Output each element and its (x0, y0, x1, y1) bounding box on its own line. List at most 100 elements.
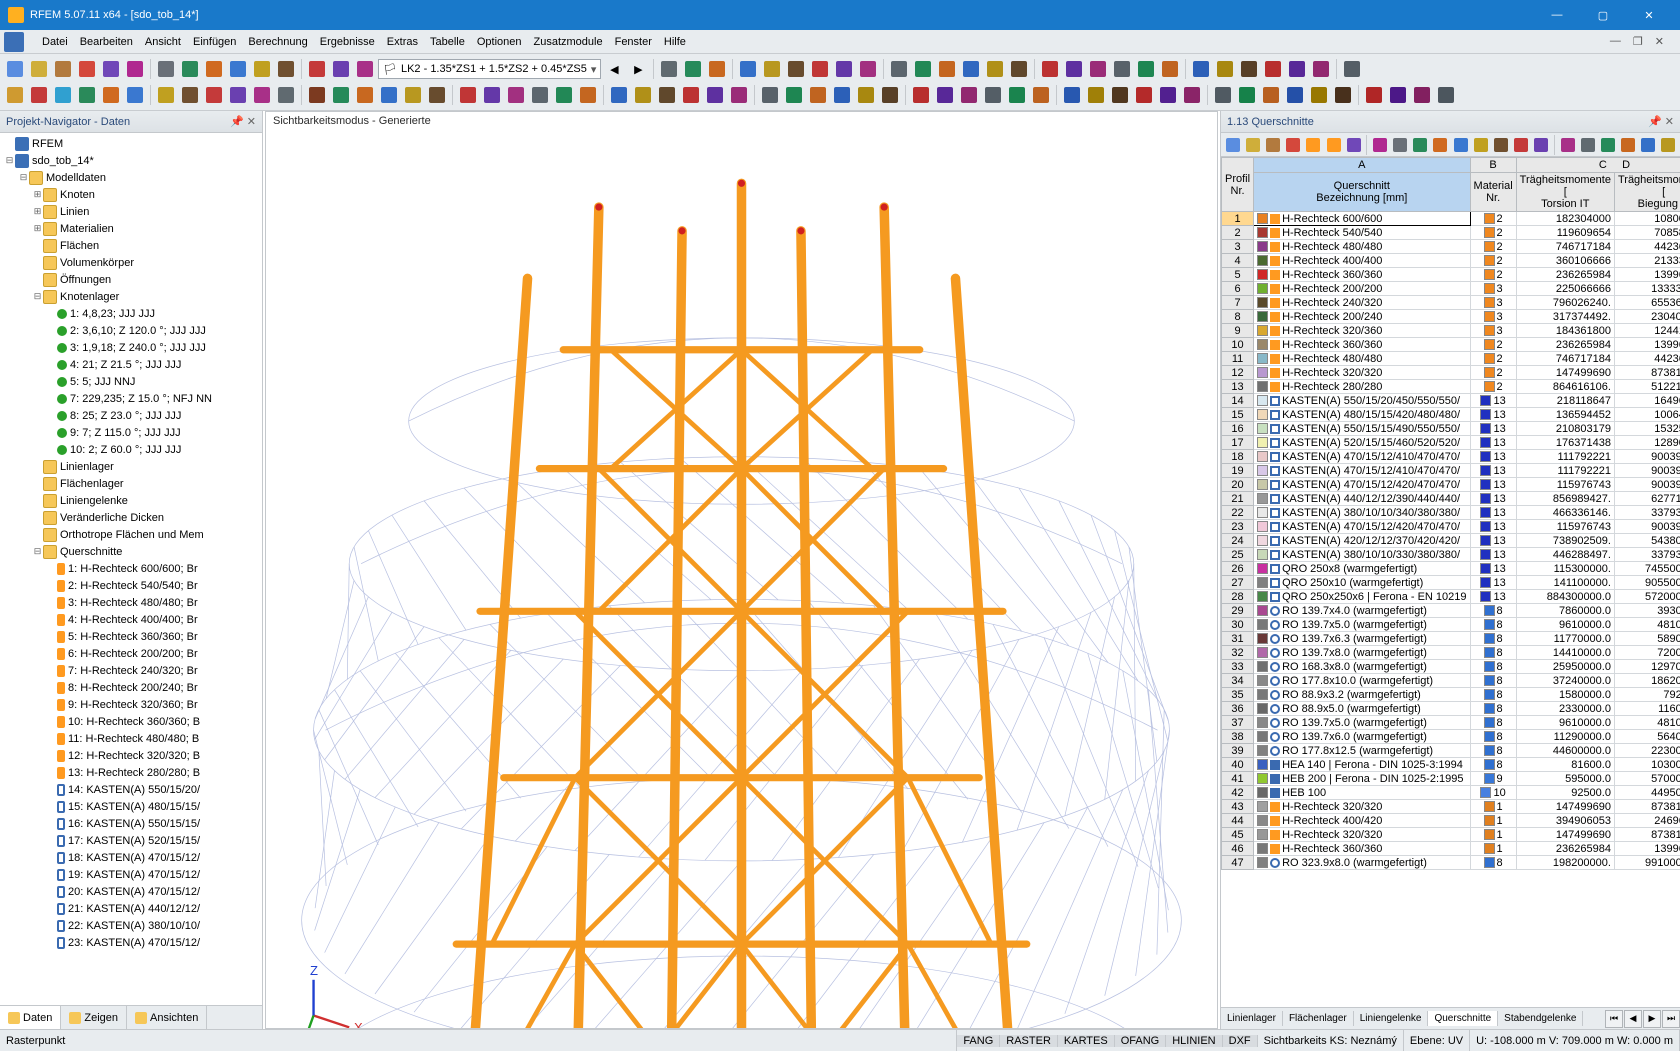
toolbar-button[interactable] (809, 58, 831, 80)
table-row[interactable]: 33RO 168.3x8.0 (warmgefertigt)825950000.… (1222, 660, 1680, 674)
menu-ansicht[interactable]: Ansicht (139, 33, 187, 51)
status-toggle-ofang[interactable]: OFANG (1115, 1035, 1167, 1047)
toolbar-button[interactable] (1190, 58, 1212, 80)
toolbar-button[interactable] (4, 58, 26, 80)
tree-item[interactable]: ⊞Materialien (0, 220, 262, 237)
tree-item[interactable]: 21: KASTEN(A) 440/12/12/ (0, 900, 262, 917)
table-nav-btn[interactable]: ⏭ (1662, 1010, 1680, 1028)
toolbar-button[interactable] (251, 84, 273, 106)
tree-item[interactable]: 23: KASTEN(A) 470/15/12/ (0, 934, 262, 951)
table-tool[interactable] (1243, 135, 1262, 155)
table-row[interactable]: 46H-Rechteck 360/3601236265984139968000 (1222, 842, 1680, 856)
toolbar-button[interactable] (1085, 84, 1107, 106)
tree-item[interactable]: 1: 4,8,23; JJJ JJJ (0, 305, 262, 322)
toolbar-button[interactable] (783, 84, 805, 106)
toolbar-button[interactable] (831, 84, 853, 106)
toolbar-button[interactable] (934, 84, 956, 106)
table-row[interactable]: 14KASTEN(A) 550/15/20/450/550/550/132181… (1222, 394, 1680, 408)
tree-item[interactable]: 4: 21; Z 21.5 °; JJJ JJJ (0, 356, 262, 373)
toolbar-button[interactable] (958, 84, 980, 106)
toolbar-button[interactable] (275, 84, 297, 106)
toolbar-button[interactable] (4, 84, 26, 106)
tree-item[interactable]: 12: H-Rechteck 320/320; B (0, 747, 262, 764)
toolbar-button[interactable] (179, 84, 201, 106)
toolbar-button[interactable] (100, 84, 122, 106)
toolbar-button[interactable] (227, 84, 249, 106)
mdi-minimize[interactable]: — (1604, 35, 1627, 48)
table-tool[interactable] (1451, 135, 1470, 155)
tree-item[interactable]: 10: 2; Z 60.0 °; JJJ JJJ (0, 441, 262, 458)
toolbar-button[interactable] (1181, 84, 1203, 106)
table-row[interactable]: 12H-Rechteck 320/3202147499690873813376. (1222, 366, 1680, 380)
table-row[interactable]: 22KASTEN(A) 380/10/10/340/380/380/134663… (1222, 506, 1680, 520)
table-row[interactable]: 36RO 88.9x5.0 (warmgefertigt)82330000.01… (1222, 702, 1680, 716)
toolbar-button[interactable] (76, 58, 98, 80)
tree-item[interactable]: 11: H-Rechteck 480/480; B (0, 730, 262, 747)
toolbar-button[interactable] (1030, 84, 1052, 106)
toolbar-button[interactable] (1284, 84, 1306, 106)
table-row[interactable]: 24KASTEN(A) 420/12/12/370/420/420/137389… (1222, 534, 1680, 548)
toolbar-button[interactable] (155, 58, 177, 80)
toolbar-button[interactable] (1238, 58, 1260, 80)
toolbar-button[interactable] (912, 58, 934, 80)
toolbar-button[interactable] (28, 58, 50, 80)
toolbar-button[interactable] (658, 58, 680, 80)
table-tab[interactable]: Stabendgelenke (1498, 1011, 1583, 1026)
tree-item[interactable]: 20: KASTEN(A) 470/15/12/ (0, 883, 262, 900)
toolbar-button[interactable] (529, 84, 551, 106)
table-row[interactable]: 35RO 88.9x3.2 (warmgefertigt)81580000.07… (1222, 688, 1680, 702)
toolbar-button[interactable] (632, 84, 654, 106)
status-toggle-raster[interactable]: RASTER (1000, 1035, 1058, 1047)
toolbar-button[interactable] (251, 58, 273, 80)
toolbar-button[interactable] (306, 84, 328, 106)
toolbar-button[interactable] (124, 58, 146, 80)
table-nav-btn[interactable]: ▶ (1643, 1010, 1661, 1028)
table-tool[interactable] (1639, 135, 1658, 155)
toolbar-button[interactable] (1087, 58, 1109, 80)
toolbar-button[interactable] (833, 58, 855, 80)
tree-item[interactable]: Flächenlager (0, 475, 262, 492)
toolbar-button[interactable] (807, 84, 829, 106)
table-row[interactable]: 47RO 323.9x8.0 (warmgefertigt)8198200000… (1222, 856, 1680, 870)
toolbar-button[interactable] (1111, 58, 1133, 80)
nav-tab-zeigen[interactable]: Zeigen (61, 1006, 127, 1029)
table-row[interactable]: 3H-Rechteck 480/4802746717184442368000 (1222, 240, 1680, 254)
status-toggle-kartes[interactable]: KARTES (1058, 1035, 1115, 1047)
toolbar-button[interactable] (52, 58, 74, 80)
toolbar-button[interactable] (1308, 84, 1330, 106)
tree-item[interactable]: Linienlager (0, 458, 262, 475)
table-row[interactable]: 34RO 177.8x10.0 (warmgefertigt)837240000… (1222, 674, 1680, 688)
tree-item[interactable]: 8: H-Rechteck 200/240; Br (0, 679, 262, 696)
toolbar-button[interactable] (330, 84, 352, 106)
toolbar-button[interactable] (785, 58, 807, 80)
table-row[interactable]: 29RO 139.7x4.0 (warmgefertigt)87860000.0… (1222, 604, 1680, 618)
table-nav-btn[interactable]: ⏮ (1605, 1010, 1623, 1028)
tree-item[interactable]: 5: H-Rechteck 360/360; Br (0, 628, 262, 645)
table-row[interactable]: 6H-Rechteck 200/2003225066666133333344. (1222, 282, 1680, 296)
table-tool[interactable] (1304, 135, 1323, 155)
toolbar-button[interactable] (505, 84, 527, 106)
tree-item[interactable]: 3: H-Rechteck 480/480; Br (0, 594, 262, 611)
table-tab[interactable]: Flächenlager (1283, 1011, 1354, 1026)
toolbar-button[interactable] (1135, 58, 1157, 80)
toolbar-button[interactable] (879, 84, 901, 106)
table-tool[interactable] (1558, 135, 1577, 155)
table-row[interactable]: 11H-Rechteck 480/4802746717184442368000 (1222, 352, 1680, 366)
maximize-button[interactable]: ▢ (1580, 0, 1626, 30)
table-tool[interactable] (1370, 135, 1389, 155)
toolbar-button[interactable] (306, 58, 328, 80)
toolbar-button[interactable] (100, 58, 122, 80)
status-toggle-dxf[interactable]: DXF (1223, 1035, 1258, 1047)
tree-item[interactable]: ⊟Querschnitte (0, 543, 262, 560)
toolbar-button[interactable] (857, 58, 879, 80)
toolbar-button[interactable] (1109, 84, 1131, 106)
table-row[interactable]: 10H-Rechteck 360/3602236265984139968000 (1222, 338, 1680, 352)
table-row[interactable]: 26QRO 250x8 (warmgefertigt)13115300000.7… (1222, 562, 1680, 576)
table-row[interactable]: 15KASTEN(A) 480/15/15/420/480/480/131365… (1222, 408, 1680, 422)
toolbar-button[interactable] (1157, 84, 1179, 106)
table-row[interactable]: 43H-Rechteck 320/3201147499690873813376. (1222, 800, 1680, 814)
tree-item[interactable]: 9: 7; Z 115.0 °; JJJ JJJ (0, 424, 262, 441)
toolbar-button[interactable] (1260, 84, 1282, 106)
close-button[interactable]: ✕ (1626, 0, 1672, 30)
table-tool[interactable] (1431, 135, 1450, 155)
